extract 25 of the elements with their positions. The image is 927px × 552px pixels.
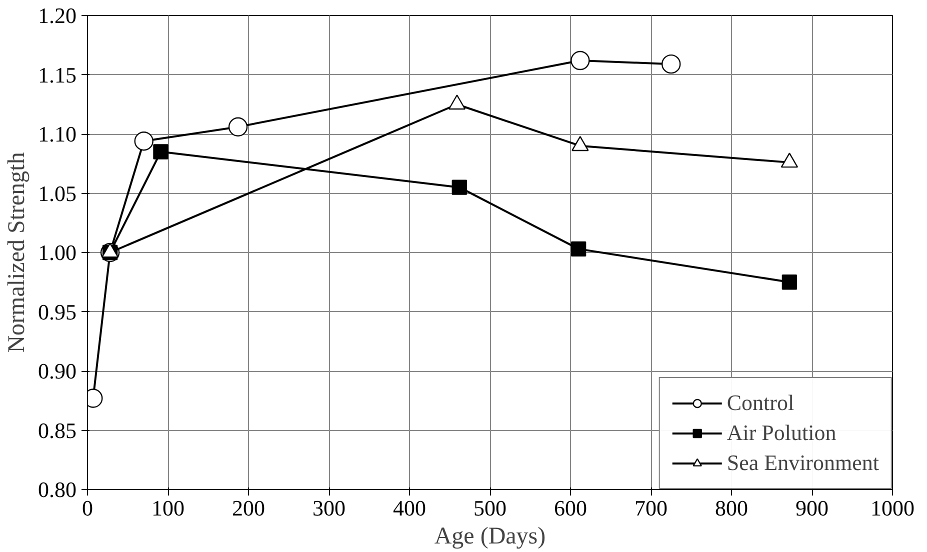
x-tick-label: 200 bbox=[232, 496, 265, 520]
x-tick-label: 0 bbox=[82, 496, 93, 520]
y-tick-label: 0.85 bbox=[38, 418, 76, 443]
x-tick-label: 800 bbox=[715, 496, 748, 520]
y-tick-label: 1.10 bbox=[38, 122, 76, 146]
x-tick-label: 600 bbox=[554, 496, 587, 520]
x-tick-label: 500 bbox=[474, 496, 506, 520]
y-tick-label: 1.20 bbox=[38, 3, 76, 28]
y-axis-title: Normalized Strength bbox=[4, 152, 30, 353]
legend-label: Air Polution bbox=[726, 420, 836, 446]
x-tick-label: 700 bbox=[634, 496, 668, 520]
x-tick-label: 100 bbox=[152, 496, 184, 520]
x-axis-title: Age (Days) bbox=[434, 524, 546, 550]
x-tick-label: 400 bbox=[393, 496, 426, 520]
legend-label: Sea Environment bbox=[726, 450, 879, 476]
x-tick-label: 300 bbox=[312, 496, 346, 520]
y-tick-label: 0.90 bbox=[38, 358, 76, 384]
y-tick-label: 1.15 bbox=[38, 62, 76, 88]
y-tick-label: 1.05 bbox=[38, 180, 76, 206]
legend-label: Control bbox=[726, 390, 794, 416]
y-tick-label: 1.00 bbox=[38, 240, 76, 265]
x-tick-label: 1000 bbox=[870, 496, 914, 520]
y-tick-label: 0.80 bbox=[38, 477, 76, 502]
y-tick-label: 0.95 bbox=[38, 299, 76, 324]
x-tick-label: 900 bbox=[796, 496, 828, 520]
